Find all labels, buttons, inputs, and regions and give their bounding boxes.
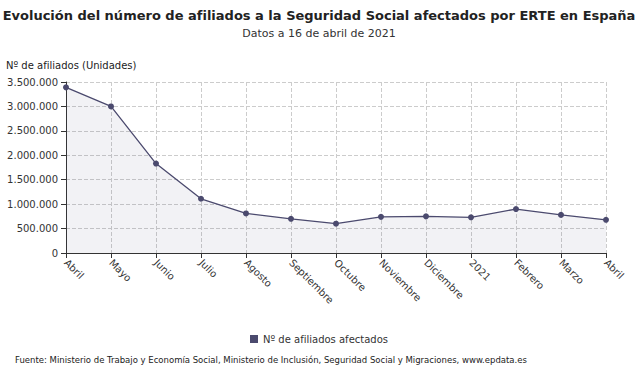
svg-text:Julio: Julio	[196, 256, 219, 279]
svg-text:Agosto: Agosto	[242, 257, 274, 289]
svg-text:Datos a 16 de abril de 2021: Datos a 16 de abril de 2021	[242, 27, 396, 40]
svg-text:Febrero: Febrero	[512, 257, 546, 291]
svg-text:Nº de afiliados afectados: Nº de afiliados afectados	[263, 334, 388, 345]
svg-text:2.500.000: 2.500.000	[7, 125, 58, 136]
svg-text:500.000: 500.000	[17, 223, 58, 234]
svg-text:0: 0	[52, 248, 58, 259]
svg-text:2.000.000: 2.000.000	[7, 150, 58, 161]
svg-text:Noviembre: Noviembre	[377, 257, 423, 303]
svg-text:Abril: Abril	[62, 257, 86, 281]
svg-text:Marzo: Marzo	[557, 257, 586, 286]
svg-text:Nº de afiliados (Unidades): Nº de afiliados (Unidades)	[6, 60, 137, 71]
svg-text:2021: 2021	[467, 257, 493, 283]
svg-text:1.000.000: 1.000.000	[7, 199, 58, 210]
svg-text:Evolución del número de afilia: Evolución del número de afiliados a la S…	[3, 8, 636, 23]
svg-text:Abril: Abril	[602, 257, 626, 281]
svg-text:1.500.000: 1.500.000	[7, 174, 58, 185]
svg-text:3.000.000: 3.000.000	[7, 101, 58, 112]
svg-text:Junio: Junio	[151, 256, 177, 282]
svg-text:Mayo: Mayo	[107, 257, 134, 284]
svg-text:Diciembre: Diciembre	[422, 257, 466, 301]
svg-text:Octubre: Octubre	[332, 257, 368, 293]
svg-text:Fuente: Ministerio de Trabajo: Fuente: Ministerio de Trabajo y Economía…	[15, 355, 527, 365]
svg-text:3.500.000: 3.500.000	[7, 77, 58, 88]
svg-text:Septiembre: Septiembre	[287, 257, 336, 306]
